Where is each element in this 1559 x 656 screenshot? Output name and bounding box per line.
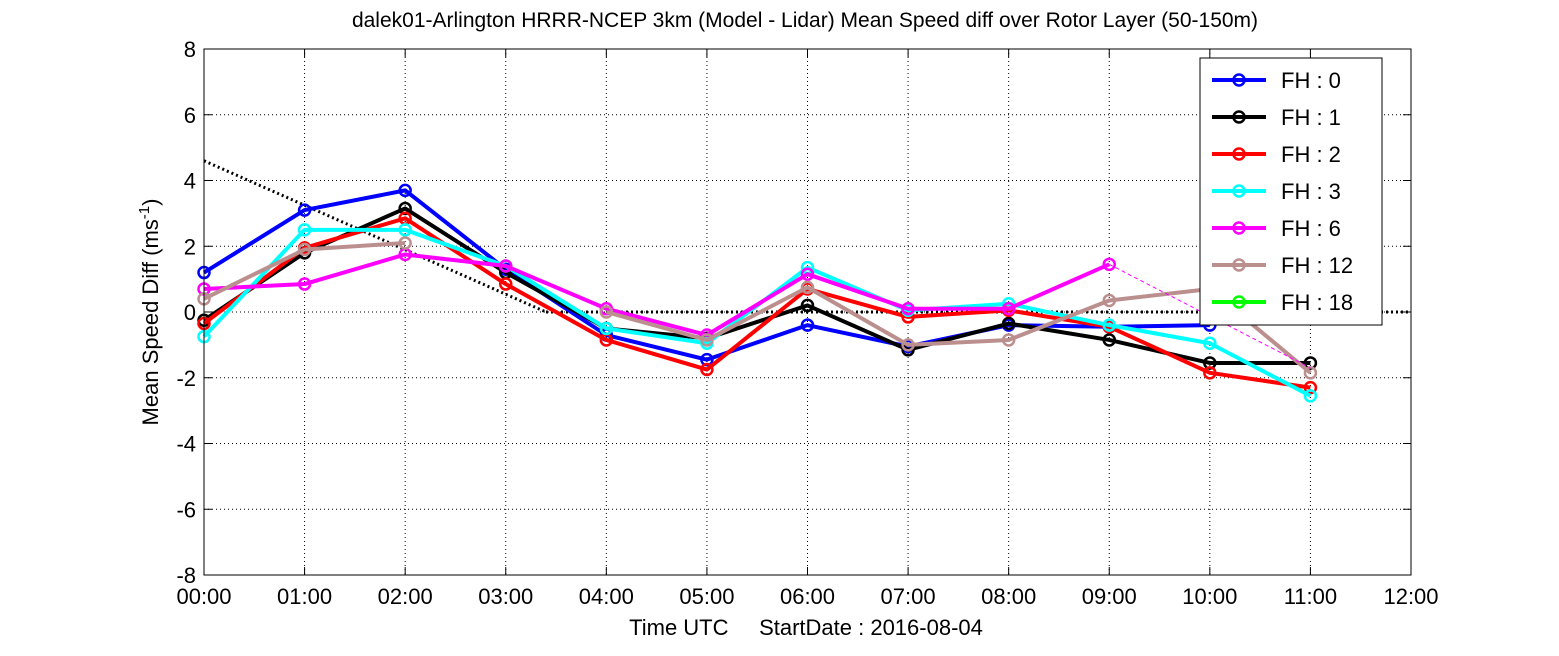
data-point: [398, 236, 412, 250]
data-point: [1102, 293, 1116, 308]
data-point: [800, 318, 815, 332]
x-tick-label: 12:00: [1383, 584, 1438, 609]
legend-swatch-marker: [1232, 221, 1246, 235]
data-point: [1303, 380, 1318, 395]
data-point: [800, 267, 815, 281]
x-tick-label: 03:00: [478, 584, 533, 609]
x-tick-label: 11:00: [1284, 584, 1337, 609]
x-tick-label: 08:00: [981, 584, 1036, 609]
legend-label: FH : 2: [1281, 142, 1341, 167]
legend-entry: FH : 12: [1212, 253, 1353, 278]
y-axis-title-close: ): [138, 199, 163, 206]
series-line: [605, 285, 1312, 375]
legend-swatch-marker: [1232, 147, 1246, 161]
data-point: [1001, 301, 1016, 316]
legend-entry: FH : 1: [1212, 105, 1341, 130]
legend: FH : 0 FH : 1 FH : 2 FH : 3 FH : 6 FH : 12 FH …: [1199, 57, 1383, 326]
reference-line: [203, 159, 547, 314]
legend-label: FH : 6: [1281, 216, 1341, 241]
y-tick-label: 2: [184, 234, 196, 259]
legend-swatch-marker: [1232, 184, 1246, 198]
data-point: [1303, 366, 1318, 380]
x-tick-label: 00:00: [176, 584, 231, 609]
data-point: [1102, 318, 1116, 332]
data-point: [1102, 257, 1116, 272]
data-point: [599, 305, 614, 319]
legend-label: FH : 3: [1281, 179, 1341, 204]
y-tick-label: -4: [176, 432, 196, 457]
series-line: [203, 252, 1111, 338]
data-point: [1001, 316, 1016, 331]
y-axis-title-main: Mean Speed Diff (ms: [138, 219, 163, 425]
data-point: [297, 223, 312, 237]
legend-swatch-marker: [1232, 295, 1246, 309]
y-tick-label: 6: [184, 103, 196, 128]
legend-entry: FH : 2: [1212, 142, 1341, 167]
y-axis-title: Mean Speed Diff (ms-1): [136, 199, 163, 426]
legend-swatch-marker: [1232, 110, 1246, 124]
legend-label: FH : 1: [1281, 105, 1341, 130]
legend-entry: FH : 3: [1212, 179, 1341, 204]
y-tick-label: 4: [184, 169, 196, 194]
data-point: [1001, 333, 1016, 347]
axis-ticks: 00:00 01:00 02:00 03:00 04:00 05:00 06:00 07:00…: [176, 37, 1438, 609]
data-point: [599, 321, 614, 336]
x-axis-title: Time UTC StartDate : 2016-08-04: [629, 615, 983, 640]
x-tick-label: 06:00: [780, 584, 835, 609]
series-group: [197, 236, 1318, 380]
data-point: [1102, 333, 1116, 347]
data-point: [700, 333, 714, 347]
legend-swatch-marker: [1232, 73, 1246, 87]
series-line: [202, 206, 1311, 365]
legend-label: FH : 18: [1281, 290, 1353, 315]
series-line: [203, 240, 406, 301]
legend-entry: FH : 18: [1212, 290, 1353, 315]
x-tick-label: 07:00: [881, 584, 936, 609]
series-lines: [197, 183, 1318, 403]
series-line: [202, 216, 1311, 390]
x-tick-label: 02:00: [378, 584, 433, 609]
x-tick-label: 10:00: [1182, 584, 1237, 609]
y-tick-label: 8: [184, 37, 196, 62]
legend-entry: FH : 6: [1212, 216, 1341, 241]
x-tick-label: 04:00: [579, 584, 634, 609]
data-point: [499, 259, 513, 273]
y-tick-label: -8: [176, 563, 196, 588]
data-point: [901, 338, 915, 352]
y-axis-title-superscript: -1: [136, 206, 153, 219]
data-point: [1203, 336, 1217, 350]
data-point: [700, 362, 714, 377]
data-point: [297, 242, 312, 257]
legend-label: FH : 12: [1281, 253, 1353, 278]
x-tick-label: 09:00: [1082, 584, 1137, 609]
chart-title: dalek01-Arlington HRRR-NCEP 3km (Model -…: [352, 9, 1258, 32]
data-point: [1203, 366, 1217, 380]
legend-swatch-marker: [1232, 258, 1246, 272]
data-point: [901, 301, 915, 316]
data-point: [1303, 389, 1318, 403]
data-point: [297, 277, 312, 291]
x-tick-label: 05:00: [679, 584, 734, 609]
x-tick-label: 01:00: [277, 584, 332, 609]
legend-entry: FH : 0: [1212, 68, 1341, 93]
legend-label: FH : 0: [1281, 68, 1341, 93]
data-point: [398, 183, 412, 198]
y-tick-label: -6: [176, 497, 196, 522]
data-point: [499, 277, 513, 291]
data-point: [297, 203, 312, 217]
data-point: [398, 223, 412, 237]
data-point: [800, 280, 815, 295]
y-tick-label: 0: [184, 300, 196, 325]
y-tick-label: -2: [176, 366, 196, 391]
data-point: [800, 298, 815, 313]
